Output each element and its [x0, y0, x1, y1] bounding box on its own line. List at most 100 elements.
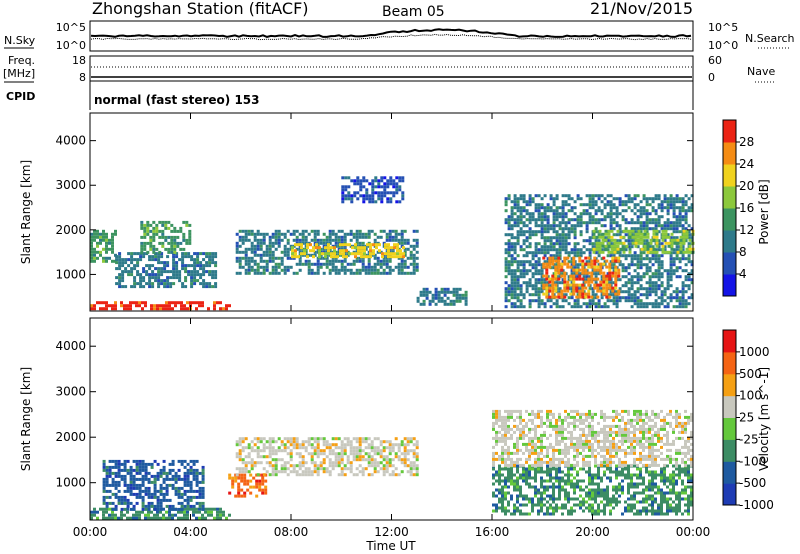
heatmap-cell [389, 179, 393, 183]
heatmap-cell [258, 482, 262, 486]
heatmap-cell [99, 238, 102, 242]
heatmap-cell [519, 503, 522, 507]
heatmap-cell [654, 302, 658, 306]
heatmap-cell [339, 243, 342, 247]
heatmap-cell [669, 257, 673, 261]
heatmap-cell [627, 221, 631, 225]
heatmap-cell [648, 488, 651, 492]
heatmap-cell [537, 296, 541, 300]
heatmap-cell [600, 488, 603, 492]
heatmap-cell [162, 480, 166, 484]
heatmap-cell [588, 476, 591, 480]
heatmap-cell [654, 473, 657, 477]
heatmap-cell [222, 513, 225, 517]
heatmap-cell [630, 296, 634, 300]
heatmap-cell [235, 455, 239, 459]
heatmap-cell [158, 229, 162, 233]
heatmap-cell [513, 506, 516, 510]
heatmap-cell [342, 252, 345, 256]
heatmap-cell [669, 476, 672, 480]
heatmap-cell [129, 301, 132, 305]
heatmap-cell [193, 252, 197, 256]
heatmap-cell [373, 467, 377, 471]
heatmap-cell [645, 263, 649, 267]
heatmap-cell [504, 221, 508, 225]
heatmap-cell [93, 247, 96, 251]
heatmap-cell [358, 455, 362, 459]
heatmap-cell [648, 293, 652, 297]
heatmap-cell [132, 492, 136, 496]
heatmap-cell [152, 238, 156, 242]
heatmap-cell [579, 233, 583, 237]
heatmap-cell [612, 197, 616, 201]
heatmap-cell [567, 236, 571, 240]
heatmap-cell [608, 295, 612, 299]
heatmap-cell [573, 230, 577, 234]
heatmap-cell [458, 299, 462, 303]
heatmap-cell [504, 251, 508, 255]
heatmap-cell [600, 305, 604, 309]
heatmap-cell [557, 259, 561, 263]
heatmap-cell [510, 284, 514, 288]
heatmap-cell [645, 488, 648, 492]
heatmap-cell [516, 482, 519, 486]
heatmap-cell [591, 206, 595, 210]
heatmap-cell [152, 235, 156, 239]
heatmap-cell [280, 259, 284, 263]
heatmap-cell [555, 506, 558, 510]
heatmap-cell [170, 250, 174, 254]
heatmap-cell [630, 293, 634, 297]
heatmap-cell [455, 293, 459, 297]
heatmap-cell [120, 507, 124, 511]
heatmap-cell [654, 197, 658, 201]
heatmap-cell [618, 230, 622, 234]
heatmap-cell [142, 267, 146, 271]
heatmap-cell [343, 464, 347, 468]
heatmap-cell [108, 241, 111, 245]
heatmap-cell [599, 289, 603, 293]
heatmap-cell [646, 232, 650, 236]
heatmap-cell [401, 191, 405, 195]
heatmap-cell [554, 271, 558, 275]
heatmap-cell [105, 235, 108, 239]
heatmap-cell [297, 255, 300, 259]
heatmap-cell [564, 506, 567, 510]
heatmap-cell [231, 485, 235, 489]
heatmap-cell [415, 464, 419, 468]
heatmap-cell [391, 473, 395, 477]
heatmap-cell [663, 206, 667, 210]
heatmap-cell [507, 254, 511, 258]
heatmap-cell [522, 209, 526, 213]
heatmap-cell [406, 449, 410, 453]
heatmap-cell [669, 278, 673, 282]
heatmap-cell [138, 516, 141, 520]
heatmap-cell [611, 256, 615, 260]
heatmap-cell [398, 200, 402, 204]
heatmap-cell [355, 440, 359, 444]
heatmap-cell [214, 285, 218, 289]
heatmap-cell [525, 290, 529, 294]
heatmap-cell [400, 241, 404, 245]
heatmap-cell [388, 443, 392, 447]
heatmap-cell [600, 494, 603, 498]
heatmap-cell [504, 233, 508, 237]
heatmap-cell [111, 507, 115, 511]
heatmap-cell [522, 473, 525, 477]
heatmap-cell [687, 236, 691, 240]
heatmap-cell [581, 286, 585, 290]
heatmap-cell [129, 480, 133, 484]
heatmap-cell [415, 440, 419, 444]
heatmap-cell [400, 265, 404, 269]
heatmap-cell [594, 512, 597, 516]
heatmap-cell [157, 273, 161, 277]
heatmap-cell [648, 275, 652, 279]
heatmap-cell [664, 241, 668, 245]
heatmap-cell [412, 473, 416, 477]
heatmap-cell [286, 265, 290, 269]
heatmap-cell [549, 284, 553, 288]
heatmap-cell [525, 479, 528, 483]
heatmap-cell [639, 512, 642, 516]
heatmap-cell [605, 265, 609, 269]
heatmap-cell [522, 305, 526, 309]
heatmap-cell [385, 467, 389, 471]
